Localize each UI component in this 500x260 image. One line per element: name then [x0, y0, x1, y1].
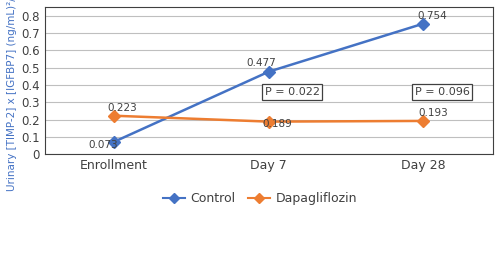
Text: 0.189: 0.189	[262, 119, 292, 129]
Text: 0.477: 0.477	[246, 58, 276, 68]
Text: 0.754: 0.754	[417, 11, 447, 21]
Y-axis label: Urinary [TIMP-2] x [IGFBP7] (ng/mL)²/1000: Urinary [TIMP-2] x [IGFBP7] (ng/mL)²/100…	[7, 0, 17, 191]
Text: 0.223: 0.223	[108, 103, 138, 113]
Text: 0.193: 0.193	[418, 108, 448, 118]
Text: P = 0.096: P = 0.096	[414, 87, 470, 97]
Legend: Control, Dapagliflozin: Control, Dapagliflozin	[158, 187, 362, 210]
Text: P = 0.022: P = 0.022	[264, 87, 320, 97]
Text: 0.073: 0.073	[88, 140, 118, 151]
